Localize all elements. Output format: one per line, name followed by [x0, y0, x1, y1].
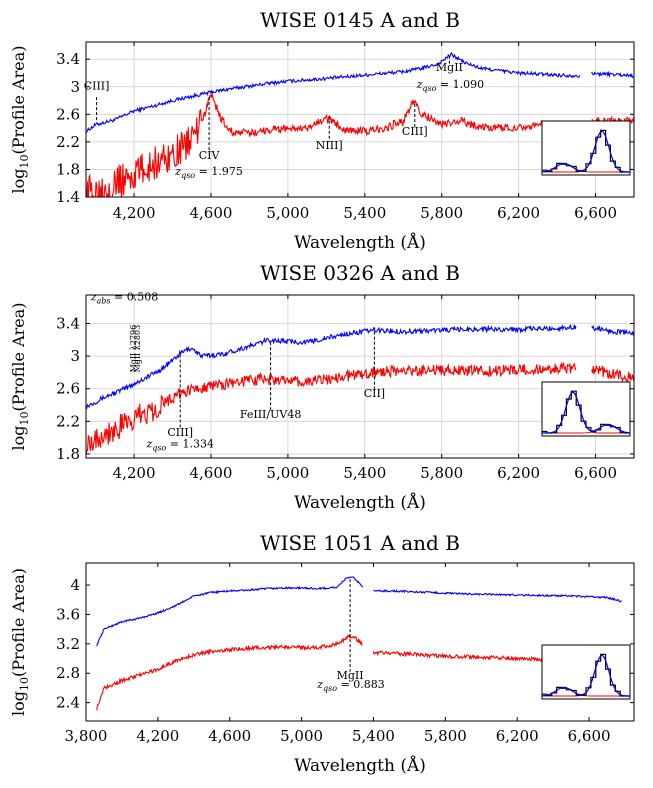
x-axis-label: Wavelength (Å): [294, 492, 426, 513]
axes-frame: [85, 562, 635, 722]
series-line-0-segment-0: [96, 576, 364, 647]
x-tick-label: 6,600: [568, 727, 611, 745]
y-axis-label: log10(Profile Area): [9, 302, 31, 450]
y-tick-label: 3: [70, 347, 80, 365]
annotation-line-label: MgII: [337, 669, 364, 682]
inset-profile: [541, 381, 631, 437]
x-tick-label: 5,800: [420, 464, 463, 482]
y-tick-label: 3: [70, 78, 80, 96]
y-tick-label: 3.4: [56, 50, 80, 68]
x-tick-label: 6,200: [497, 464, 540, 482]
annotation-line-label: FeIII/UV48: [240, 408, 302, 421]
x-tick-label: 5,000: [266, 204, 309, 222]
annotation-line-label: MgII: [436, 61, 463, 74]
y-tick-label: 1.8: [56, 445, 80, 463]
x-tick-label: 4,200: [113, 204, 156, 222]
inset-profile: [541, 120, 631, 176]
series-line-0-segment-0: [86, 51, 581, 134]
annotation-redshift-label: zabs = 0.508: [90, 291, 159, 306]
annotation-line-label: CII]: [364, 387, 385, 400]
x-tick-label: 6,200: [496, 727, 539, 745]
y-tick-label: 2.6: [56, 105, 80, 123]
x-tick-label: 4,200: [136, 727, 179, 745]
x-tick-label: 3,800: [65, 727, 108, 745]
annotation-line-label: NIII]: [316, 139, 343, 152]
x-tick-label: 5,400: [343, 204, 386, 222]
axes-frame: [85, 294, 635, 459]
y-tick-label: 2.6: [56, 380, 80, 398]
series-line-1-segment-0: [86, 93, 581, 197]
inset-profile: [541, 644, 631, 700]
series-line-0-segment-1: [591, 70, 634, 79]
series-line-0-segment-1: [591, 324, 634, 337]
series-line-0-segment-1: [373, 589, 622, 603]
series-line-1-segment-0: [96, 633, 363, 711]
annotation-redshift-label: zqso = 0.883: [316, 678, 385, 693]
y-tick-label: 4: [70, 576, 80, 594]
y-tick-label: 3.4: [56, 315, 80, 333]
annotation-redshift-label: zqso = 1.975: [174, 165, 243, 180]
y-tick-label: 2.8: [56, 664, 80, 682]
x-tick-label: 6,600: [574, 464, 617, 482]
chart-title: WISE 1051 A and B: [260, 531, 460, 555]
annotation-redshift-label: zqso = 1.334: [145, 437, 214, 452]
y-tick-label: 3.6: [56, 605, 80, 623]
annotation-line-label: CIII]: [167, 426, 193, 439]
x-tick-label: 6,600: [574, 204, 617, 222]
chart-title: WISE 0145 A and B: [260, 8, 460, 32]
chart-title: WISE 0326 A and B: [260, 261, 460, 285]
annotation-line-label: CIII]: [84, 80, 110, 93]
y-axis-label: log10(Profile Area): [9, 568, 31, 716]
x-tick-label: 5,800: [420, 204, 463, 222]
axes-frame: [85, 41, 635, 198]
annotation-vertical-label: MgII λ2796: [129, 325, 138, 373]
x-tick-label: 5,000: [266, 464, 309, 482]
y-tick-label: 2.2: [56, 133, 80, 151]
series-line-1-segment-1: [591, 365, 634, 383]
y-tick-label: 2.4: [56, 694, 80, 712]
y-tick-label: 3.2: [56, 635, 80, 653]
series-line-1-segment-0: [86, 361, 577, 455]
x-tick-label: 4,600: [190, 204, 233, 222]
y-tick-label: 2.2: [56, 412, 80, 430]
x-tick-label: 5,400: [352, 727, 395, 745]
x-tick-label: 4,200: [113, 464, 156, 482]
x-tick-label: 4,600: [208, 727, 251, 745]
annotation-vertical-label: MgII λ2803: [133, 325, 142, 373]
series-line-0-segment-0: [86, 323, 577, 410]
y-tick-label: 1.4: [56, 188, 80, 206]
x-tick-label: 5,800: [424, 727, 467, 745]
y-axis-label: log10(Profile Area): [9, 45, 31, 193]
chart-panel-wise-0326: WISE 0326 A and B zabs = 0.508 MgII λ2796M…: [9, 261, 635, 513]
x-axis-label: Wavelength (Å): [294, 232, 426, 253]
x-tick-label: 6,200: [497, 204, 540, 222]
chart-panel-wise-0145: WISE 0145 A and B CIII] CIV zqso = 1.975 NII…: [9, 8, 635, 253]
annotation-line-label: CIII]: [402, 125, 428, 138]
annotation-line-label: CIV: [199, 149, 221, 162]
x-tick-label: 4,600: [190, 464, 233, 482]
x-tick-label: 5,400: [343, 464, 386, 482]
x-axis-label: Wavelength (Å): [294, 755, 426, 776]
y-tick-label: 1.8: [56, 160, 80, 178]
annotation-redshift-label: zqso = 1.090: [416, 78, 485, 93]
x-tick-label: 5,000: [280, 727, 323, 745]
